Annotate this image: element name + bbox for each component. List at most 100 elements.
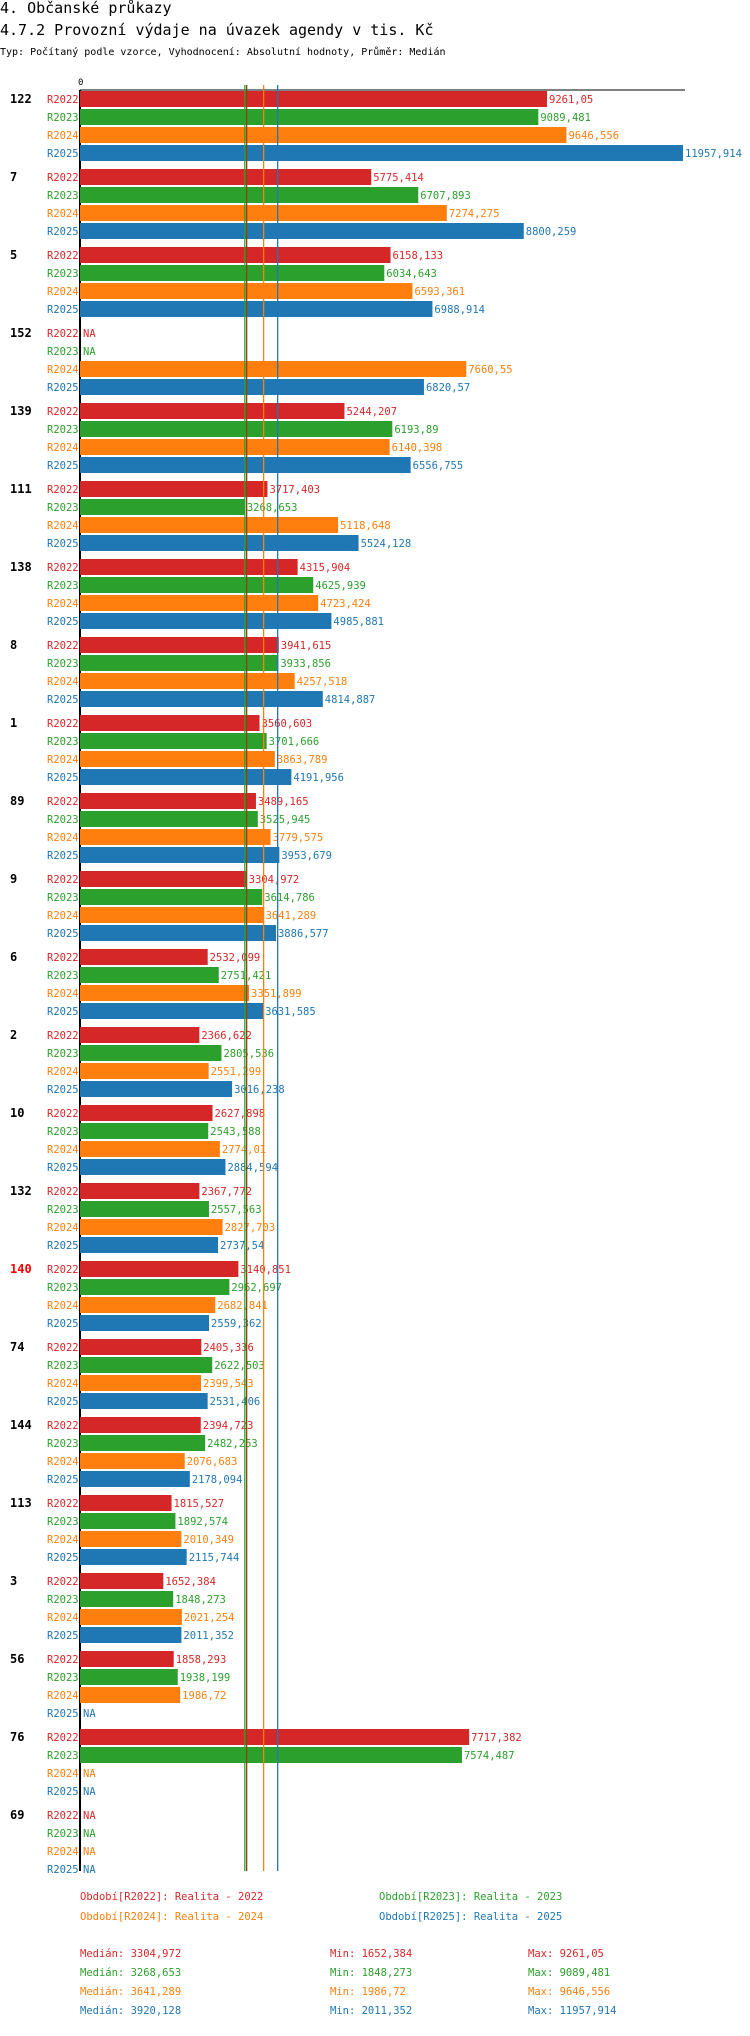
- na-label: NA: [83, 1810, 96, 1822]
- bar: [80, 1651, 174, 1667]
- bar: [80, 1219, 223, 1235]
- series-label: R2024: [47, 364, 79, 376]
- bar: [80, 811, 258, 827]
- bar: [80, 1315, 210, 1331]
- series-label: R2023: [47, 1204, 79, 1216]
- series-label: R2024: [47, 208, 79, 220]
- legend-item: Období[R2025]: Realita - 2025: [379, 1911, 562, 1923]
- bars-layer: 122 R2022 9261,05 R2023 9089,481 R2024 9646,55…: [10, 89, 742, 1876]
- data-label: 2827,703: [225, 1222, 276, 1234]
- series-label: R2024: [47, 442, 79, 454]
- series-label: R2022: [47, 1810, 79, 1822]
- series-label: R2023: [47, 892, 79, 904]
- bar: [80, 847, 280, 863]
- data-label: 2115,744: [189, 1552, 240, 1564]
- chart-parameters: Typ: Počítaný podle vzorce, Vyhodnocení:…: [0, 46, 446, 58]
- bar: [80, 1669, 178, 1685]
- data-label: 4257,518: [297, 676, 348, 688]
- stat-min: Min: 1652,384: [330, 1948, 412, 1960]
- series-label: R2022: [47, 1576, 79, 1588]
- stat-median: Medián: 3268,653: [80, 1967, 181, 1979]
- stat-median: Medián: 3641,289: [80, 1986, 181, 1998]
- series-label: R2024: [47, 520, 79, 532]
- bar: [80, 769, 292, 785]
- bar: [80, 1435, 206, 1451]
- series-label: R2023: [47, 1282, 79, 1294]
- group-label: 56: [10, 1652, 24, 1666]
- data-label: 2557,563: [211, 1204, 262, 1216]
- bar: [80, 577, 314, 593]
- data-label: 2805,536: [223, 1048, 274, 1060]
- data-label: 1986,72: [182, 1690, 226, 1702]
- data-label: 2394,723: [203, 1420, 254, 1432]
- data-label: 2178,094: [192, 1474, 243, 1486]
- bar: [80, 1549, 187, 1565]
- bar: [80, 871, 247, 887]
- data-label: 3953,679: [281, 850, 332, 862]
- data-label: 2482,253: [207, 1438, 258, 1450]
- group-label: 2: [10, 1028, 17, 1042]
- bar: [80, 559, 298, 575]
- bar: [80, 1027, 200, 1043]
- bar: [80, 223, 524, 239]
- data-label: 3525,945: [260, 814, 311, 826]
- group-label: 140: [10, 1262, 32, 1276]
- series-label: R2023: [47, 1048, 79, 1060]
- series-label: R2025: [47, 1240, 79, 1252]
- series-label: R2024: [47, 1534, 79, 1546]
- group-label: 138: [10, 560, 32, 574]
- series-label: R2023: [47, 1360, 79, 1372]
- group-label: 122: [10, 92, 32, 106]
- data-label: 2774,01: [222, 1144, 266, 1156]
- data-label: 6140,398: [392, 442, 443, 454]
- bar: [80, 1141, 220, 1157]
- stat-max: Max: 11957,914: [528, 2005, 617, 2017]
- na-label: NA: [83, 1846, 96, 1858]
- data-label: 1892,574: [177, 1516, 228, 1528]
- data-label: 6193,89: [394, 424, 438, 436]
- bar: [80, 265, 385, 281]
- series-label: R2023: [47, 1750, 79, 1762]
- series-label: R2022: [47, 1186, 79, 1198]
- data-label: 7717,382: [471, 1732, 522, 1744]
- group-label: 139: [10, 404, 32, 418]
- bar: [80, 1003, 264, 1019]
- group-label: 144: [10, 1418, 32, 1432]
- data-label: 2627,898: [215, 1108, 266, 1120]
- bar: [80, 751, 275, 767]
- series-label: R2025: [47, 382, 79, 394]
- series-label: R2022: [47, 484, 79, 496]
- legend-item: Období[R2024]: Realita - 2024: [80, 1911, 263, 1923]
- data-label: 7574,487: [464, 1750, 515, 1762]
- series-label: R2024: [47, 676, 79, 688]
- na-label: NA: [83, 1864, 96, 1876]
- data-label: 3641,289: [266, 910, 317, 922]
- data-label: 4814,887: [325, 694, 376, 706]
- data-label: 5775,414: [373, 172, 424, 184]
- data-label: 3614,786: [264, 892, 315, 904]
- data-label: 8800,259: [526, 226, 577, 238]
- data-label: 3933,856: [280, 658, 331, 670]
- stat-min: Min: 1848,273: [330, 1967, 412, 1979]
- series-label: R2024: [47, 286, 79, 298]
- series-label: R2023: [47, 580, 79, 592]
- bar: [80, 1393, 208, 1409]
- bar: [80, 907, 264, 923]
- bar: [80, 361, 467, 377]
- data-label: 6556,755: [413, 460, 464, 472]
- series-label: R2025: [47, 460, 79, 472]
- data-label: 4315,904: [300, 562, 351, 574]
- bar: [80, 1279, 230, 1295]
- bar: [80, 1471, 190, 1487]
- series-label: R2023: [47, 1828, 79, 1840]
- bar: [80, 1495, 172, 1511]
- series-label: R2022: [47, 640, 79, 652]
- bar: [80, 889, 263, 905]
- series-label: R2024: [47, 1456, 79, 1468]
- bar: [80, 1591, 174, 1607]
- data-label: 1858,293: [176, 1654, 227, 1666]
- series-label: R2022: [47, 952, 79, 964]
- group-label: 9: [10, 872, 17, 886]
- series-label: R2025: [47, 850, 79, 862]
- series-label: R2025: [47, 1708, 79, 1720]
